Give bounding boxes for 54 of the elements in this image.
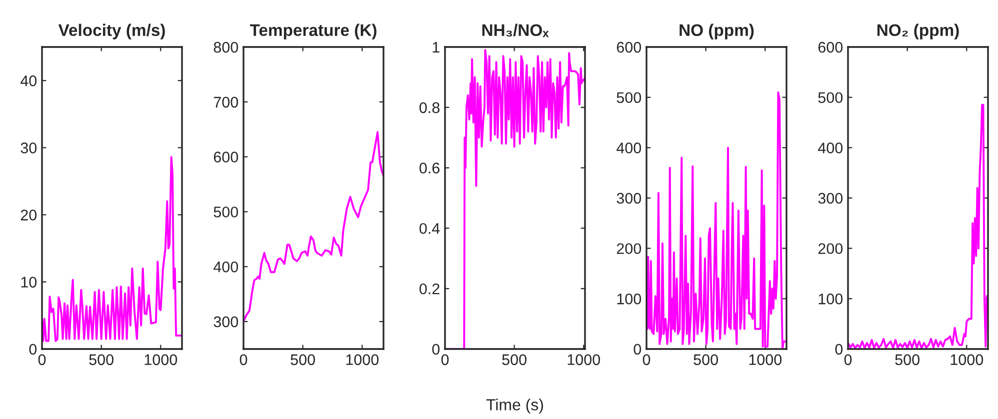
chart-title: Velocity (m/s)	[58, 24, 165, 40]
x-tick-label: 1000	[568, 354, 600, 366]
y-tick-label: 0.6	[420, 162, 440, 174]
y-tick-label: 800	[214, 42, 238, 53]
y-tick-label: 100	[617, 294, 642, 304]
x-tick-label: 1000	[950, 354, 984, 366]
x-tick-label: 0	[38, 354, 46, 366]
x-tick-label: 500	[89, 354, 114, 366]
chart-title: NO₂ (ppm)	[877, 24, 959, 40]
y-tick-label: 40	[20, 75, 37, 86]
y-tick-label: 400	[214, 262, 238, 272]
x-axis-title: Time (s)	[486, 398, 543, 414]
y-tick-label: 400	[818, 142, 843, 154]
x-tick-label: 500	[290, 354, 315, 366]
x-tick-label: 500	[502, 354, 526, 366]
y-tick-label: 600	[616, 42, 642, 53]
y-tick-label: 300	[214, 316, 238, 328]
x-tick-label: 1000	[749, 354, 782, 366]
y-tick-label: 20	[20, 210, 37, 220]
line-series	[244, 131, 384, 323]
x-tick-label: 0	[441, 354, 449, 366]
x-tick-label: 0	[642, 354, 650, 366]
chart-title: NH₃/NOₓ	[482, 24, 549, 38]
y-tick-label: 400	[616, 142, 642, 154]
y-tick-label: 0.2	[420, 283, 440, 294]
y-tick-label: 500	[818, 92, 843, 104]
x-tick-label: 0	[844, 354, 852, 366]
y-tick-label: 0.8	[420, 102, 440, 114]
line-series	[42, 156, 182, 342]
y-tick-label: 200	[818, 243, 843, 254]
y-tick-label: 300	[818, 192, 843, 204]
y-tick-label: 100	[818, 294, 843, 304]
x-tick-label: 1000	[144, 354, 178, 366]
y-tick-label: 600	[214, 152, 238, 163]
y-tick-label: 0	[835, 344, 843, 355]
y-tick-label: 0	[634, 344, 642, 355]
y-tick-label: 500	[616, 92, 642, 104]
y-tick-label: 600	[818, 42, 843, 53]
y-tick-label: 10	[21, 276, 37, 288]
y-tick-label: 1	[432, 42, 440, 53]
y-tick-label: 700	[214, 96, 238, 108]
y-tick-label: 0	[432, 344, 440, 355]
chart-title: Temperature (K)	[250, 24, 376, 40]
y-tick-label: 500	[214, 206, 238, 218]
y-tick-label: 0	[29, 344, 37, 355]
chart-title: NO (ppm)	[680, 24, 754, 40]
y-tick-label: 0.4	[420, 223, 440, 234]
x-tick-label: 500	[895, 354, 920, 366]
y-tick-label: 30	[20, 142, 37, 154]
x-tick-label: 1000	[346, 354, 379, 366]
x-tick-label: 500	[694, 354, 718, 366]
y-tick-label: 200	[616, 243, 642, 254]
x-tick-label: 0	[240, 354, 248, 366]
y-tick-label: 300	[616, 192, 642, 204]
